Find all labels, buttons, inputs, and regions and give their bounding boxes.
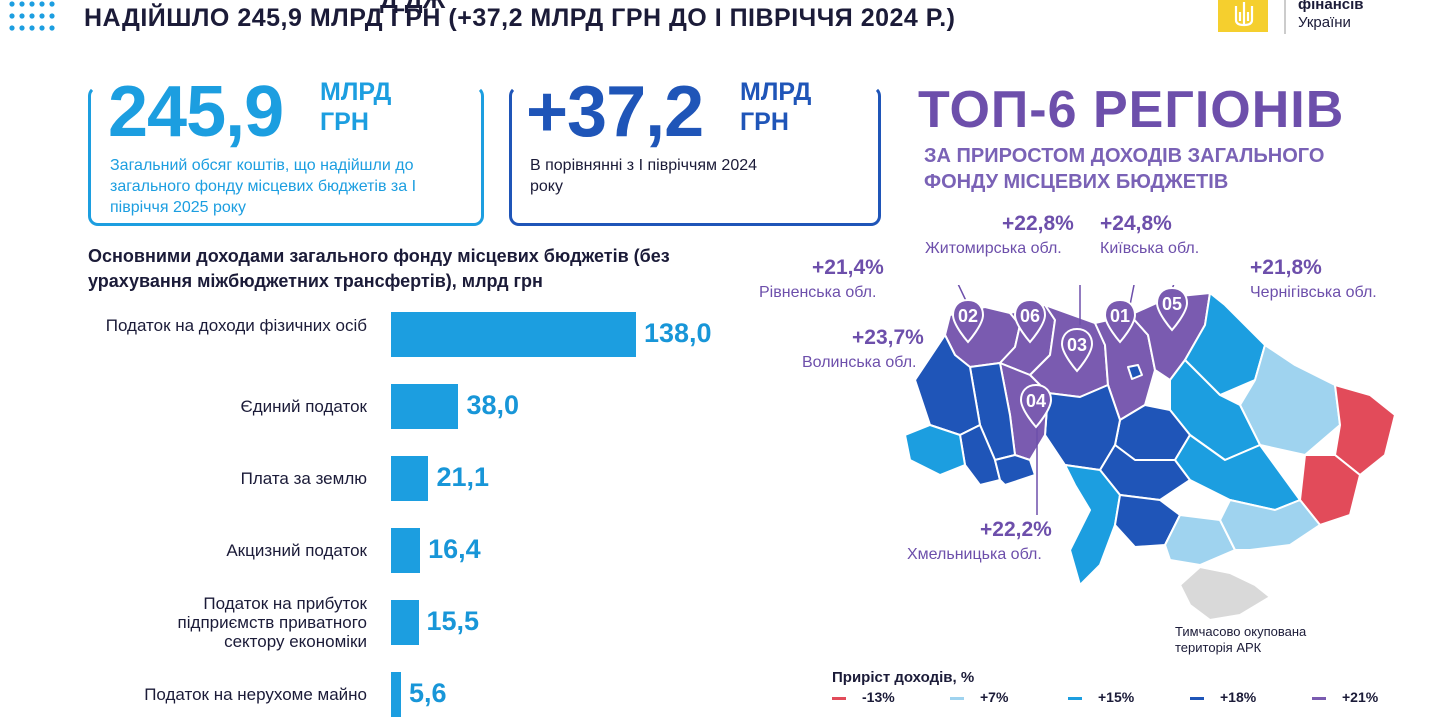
legend-swatch <box>1312 697 1326 700</box>
legend-label: +15% <box>1098 689 1135 705</box>
legend-swatch <box>1190 697 1204 700</box>
bar-category-label: Податок на нерухоме майно <box>144 685 367 704</box>
map-pin-icon <box>1060 327 1094 373</box>
bar <box>391 528 421 573</box>
logo-text-line2: України <box>1298 14 1351 31</box>
region-pct-chernihiv: +21,8% <box>1250 256 1322 279</box>
region-sumy <box>1184 292 1266 396</box>
region-name-rivne: Рівненська обл. <box>759 284 877 301</box>
total-revenue-value: 245,9 <box>108 72 284 152</box>
map-pin-icon <box>1019 383 1053 429</box>
map-pin-rank: 05 <box>1161 294 1183 314</box>
headline: НАДІЙШЛО 245,9 МЛРД ГРН (+37,2 МЛРД ГРН … <box>84 4 956 32</box>
region-pct-rivne: +21,4% <box>812 256 884 279</box>
region-name-kyiv: Київська обл. <box>1100 240 1200 257</box>
decorative-dots <box>9 1 55 31</box>
bar <box>391 456 429 501</box>
legend-label: +18% <box>1220 689 1257 705</box>
bar-chart-title: Основними доходами загального фонду місц… <box>88 246 670 291</box>
legend-label: +21% <box>1342 689 1379 705</box>
bar <box>391 384 459 429</box>
bar-value-label: 5,6 <box>408 678 447 708</box>
top6-subtitle: ЗА ПРИРОСТОМ ДОХОДІВ ЗАГАЛЬНОГО ФОНДУ МІ… <box>924 145 1325 193</box>
bar <box>391 600 419 645</box>
total-revenue-description: Загальний обсяг коштів, що надійшли до з… <box>110 157 417 216</box>
region-name-chernihiv: Чернігівська обл. <box>1250 284 1377 301</box>
leader-line-chernihiv <box>1169 285 1175 296</box>
growth-unit1: МЛРД <box>740 78 812 106</box>
region-pct-khmelnytskyi: +22,2% <box>980 518 1052 541</box>
bar-category-label: Плата за землю <box>240 469 367 488</box>
map-pin-rank: 04 <box>1025 391 1047 411</box>
legend-label: -13% <box>862 689 895 705</box>
logo-text-line1: фінансів <box>1298 0 1364 13</box>
growth-description: В порівнянні з І півріччям 2024 року <box>530 157 758 195</box>
legend-label: +7% <box>980 689 1009 705</box>
map-pin-rank: 03 <box>1066 335 1088 355</box>
map-pin-icon <box>1155 286 1189 332</box>
map-pin-rank: 06 <box>1019 306 1041 326</box>
region-odesa <box>1064 464 1121 586</box>
leader-line-kyiv <box>1129 285 1135 306</box>
map-pin-icon <box>951 298 985 344</box>
region-crimea <box>1179 566 1271 621</box>
region-name-volyn: Волинська обл. <box>802 354 917 371</box>
total-revenue-unit2: ГРН <box>320 108 369 136</box>
headline-cut-text: Д ДЖ <box>380 0 446 14</box>
trident-icon <box>1234 2 1254 27</box>
logo-divider <box>1284 0 1286 34</box>
bar-chart: 138,0 Податок на доходи фізичних осіб 38,0… <box>105 312 712 717</box>
bar <box>391 672 401 717</box>
map-pin-icon <box>1013 298 1047 344</box>
region-pct-kyiv: +24,8% <box>1100 212 1172 235</box>
region-zaporizhzhia <box>1219 499 1321 551</box>
bar-value-label: 16,4 <box>428 534 481 564</box>
map-pin-rank: 02 <box>957 306 979 326</box>
region-pct-zhytomyr: +22,8% <box>1002 212 1074 235</box>
total-revenue-unit1: МЛРД <box>320 78 392 106</box>
legend-title: Приріст доходів, % <box>832 669 975 686</box>
map-pin-rank: 01 <box>1109 306 1131 326</box>
bar <box>391 312 636 357</box>
region-kyiv-city <box>1127 364 1143 380</box>
bar-category-label: Єдиний податок <box>240 397 367 416</box>
legend-swatch <box>950 697 964 700</box>
legend-swatch <box>832 697 846 700</box>
total-revenue-card <box>88 86 484 226</box>
bar-value-label: 38,0 <box>466 390 520 420</box>
region-pct-volyn: +23,7% <box>852 326 924 349</box>
legend-swatch <box>1068 697 1082 700</box>
map-pin-icon <box>1103 298 1137 344</box>
bar-value-label: 138,0 <box>644 318 712 348</box>
region-name-khmelnytskyi: Хмельницька обл. <box>907 546 1042 563</box>
region-luhansk <box>1334 384 1396 476</box>
growth-value: +37,2 <box>526 72 704 152</box>
growth-card <box>509 86 881 226</box>
growth-unit2: ГРН <box>740 108 789 136</box>
bar-category-label: Податок на доходи фізичних осіб <box>105 315 367 335</box>
top6-title: ТОП-6 РЕГІОНІВ <box>918 81 1345 139</box>
bar-value-label: 15,5 <box>426 606 480 636</box>
region-name-zhytomyr: Житомирська обл. <box>925 240 1062 257</box>
crimea-note: Тимчасово окупована територія АРК <box>1175 624 1307 655</box>
region-chernivtsi <box>994 454 1036 486</box>
bar-category-label: Податок на прибуток підприємств приватно… <box>177 594 367 651</box>
leader-line-rivne <box>957 285 969 306</box>
region-zakarpattia <box>904 424 966 476</box>
bar-category-label: Акцизний податок <box>226 541 367 560</box>
bar-value-label: 21,1 <box>436 462 490 492</box>
ukraine-map <box>904 285 1396 621</box>
